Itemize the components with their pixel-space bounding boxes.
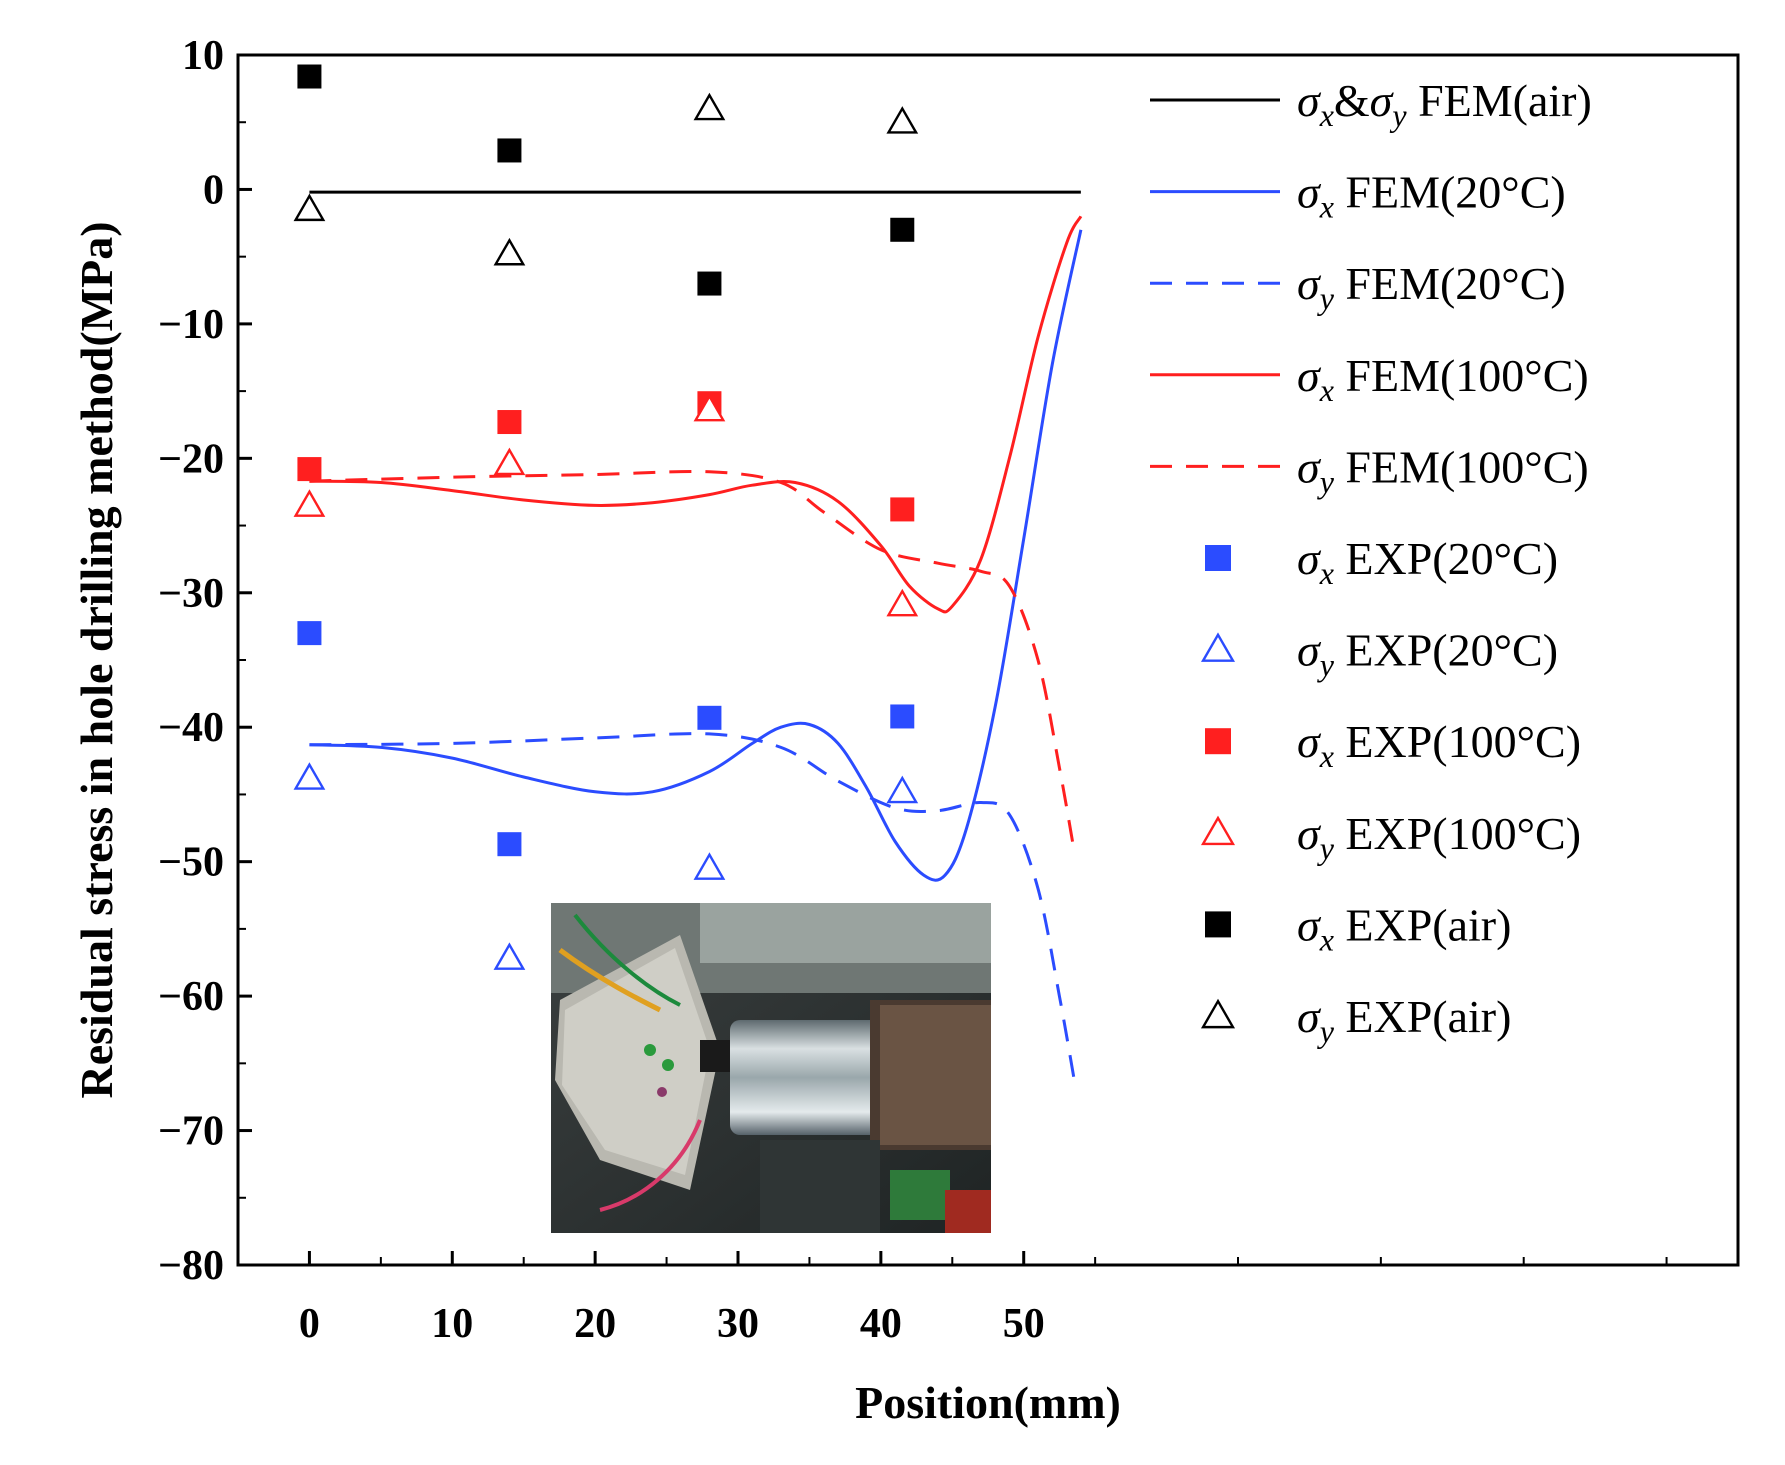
legend-swatch <box>1200 632 1236 662</box>
data-point <box>693 393 726 422</box>
x-tick-label: 40 <box>860 1301 902 1347</box>
legend: σx&σy FEM(air) σx FEM(20°C) σy FEM(20°C) σx… <box>1150 75 1592 1049</box>
x-tick-label: 30 <box>717 1301 759 1347</box>
y-tick-label: −40 <box>158 705 224 751</box>
data-point <box>293 762 326 790</box>
data-point <box>886 588 919 617</box>
y-tick-label: −10 <box>158 302 224 348</box>
legend-label: σy EXP(20°C) <box>1297 625 1558 683</box>
legend-item: σy EXP(air) <box>1200 991 1511 1049</box>
data-point <box>297 64 322 89</box>
series-4 <box>309 469 1076 849</box>
data-point <box>497 832 522 857</box>
legend-label: σy FEM(100°C) <box>1297 441 1589 499</box>
data-point <box>890 217 915 242</box>
data-point <box>493 447 526 476</box>
y-tick-label: 0 <box>203 167 224 213</box>
legend-label: σx FEM(20°C) <box>1297 167 1566 225</box>
data-point <box>293 489 326 517</box>
data-point <box>890 497 915 522</box>
data-point <box>886 106 919 134</box>
y-tick-label: −60 <box>158 974 224 1020</box>
legend-label: σx&σy FEM(air) <box>1297 75 1592 133</box>
data-point <box>293 193 326 222</box>
y-tick-label: 10 <box>182 33 224 79</box>
y-tick-label: −30 <box>158 571 224 617</box>
series-5 <box>297 621 915 857</box>
series-10 <box>293 92 919 266</box>
data-point <box>493 237 526 266</box>
legend-item: σy FEM(20°C) <box>1150 258 1566 316</box>
x-axis-title: Position(mm) <box>855 1377 1121 1428</box>
series-line <box>309 732 1076 1078</box>
series-line <box>309 215 1083 614</box>
data-point <box>697 705 722 730</box>
y-tick-label: −70 <box>158 1109 224 1155</box>
inset-photo <box>551 903 991 1233</box>
legend-item: σx FEM(20°C) <box>1150 167 1566 225</box>
legend-item: σx EXP(20°C) <box>1205 533 1558 591</box>
data-point <box>497 410 522 435</box>
series-layer <box>293 64 1083 1078</box>
axes: 0 10 20 30 40 50 10 0 −10 −20 −30 −40 −50 −60 −70 −80 <box>158 33 1668 1347</box>
data-point <box>297 457 322 482</box>
legend-label: σx EXP(100°C) <box>1297 716 1581 774</box>
data-point <box>497 138 522 163</box>
legend-label: σx EXP(20°C) <box>1297 533 1558 591</box>
x-tick-label: 0 <box>299 1301 320 1347</box>
series-2 <box>309 732 1076 1078</box>
series-7 <box>297 391 915 522</box>
legend-swatch <box>1205 728 1231 755</box>
data-point <box>493 942 526 970</box>
y-tick-label: −20 <box>158 436 224 482</box>
x-tick-label: 10 <box>431 1301 473 1347</box>
series-9 <box>297 64 915 296</box>
legend-swatch <box>1200 998 1236 1029</box>
legend-swatch <box>1205 545 1231 571</box>
legend-swatch <box>1205 911 1231 938</box>
y-tick-label: −80 <box>158 1243 224 1289</box>
legend-item: σy FEM(100°C) <box>1150 441 1589 499</box>
data-point <box>890 704 915 729</box>
legend-item: σy EXP(100°C) <box>1200 808 1581 866</box>
y-axis-title: Residual stress in hole drilling method(… <box>71 221 122 1098</box>
legend-item: σy EXP(20°C) <box>1200 625 1558 683</box>
data-point <box>886 775 919 804</box>
legend-label: σx FEM(100°C) <box>1297 350 1589 408</box>
series-3 <box>309 215 1083 614</box>
legend-swatch <box>1200 815 1236 846</box>
legend-label: σx EXP(air) <box>1297 899 1511 957</box>
legend-label: σy EXP(air) <box>1297 991 1511 1049</box>
data-point <box>297 621 322 646</box>
x-tick-label: 20 <box>574 1301 616 1347</box>
series-line <box>309 469 1076 849</box>
legend-item: σx FEM(100°C) <box>1150 350 1589 408</box>
data-point <box>693 92 726 121</box>
series-8 <box>293 393 919 617</box>
data-point <box>697 271 722 296</box>
y-tick-label: −50 <box>158 840 224 886</box>
data-point <box>693 852 726 880</box>
x-tick-label: 50 <box>1003 1301 1045 1347</box>
series-6 <box>293 762 919 970</box>
legend-item: σx EXP(100°C) <box>1205 716 1581 774</box>
legend-label: σy FEM(20°C) <box>1297 258 1566 316</box>
legend-item: σx EXP(air) <box>1205 899 1511 957</box>
series-1 <box>309 229 1083 882</box>
series-line <box>309 229 1083 882</box>
legend-item: σx&σy FEM(air) <box>1150 75 1592 133</box>
legend-label: σy EXP(100°C) <box>1297 808 1581 866</box>
